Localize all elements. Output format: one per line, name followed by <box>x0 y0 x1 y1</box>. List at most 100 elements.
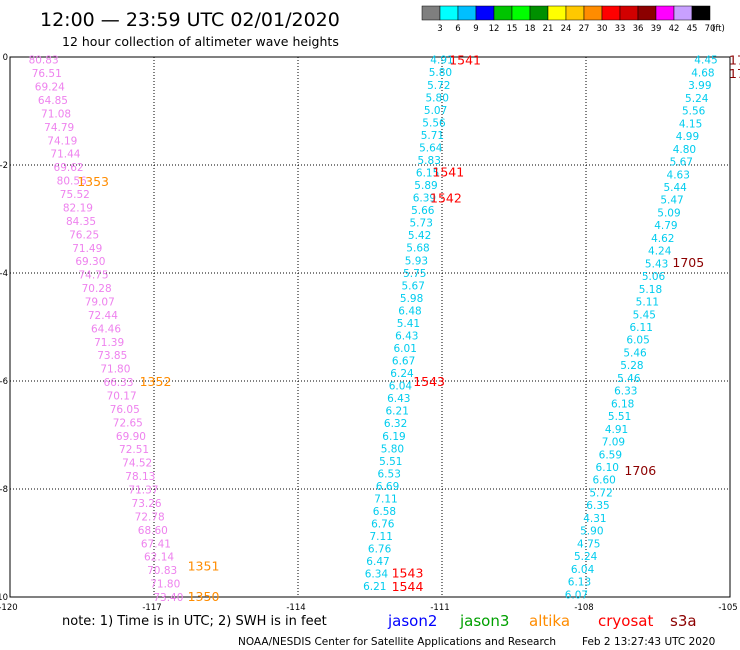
wave-height-value: 64.46 <box>91 323 121 335</box>
wave-height-value: 7.09 <box>602 437 625 449</box>
wave-height-value: 6.60 <box>592 475 615 487</box>
colorbar-tick-label: 12 <box>489 24 500 34</box>
wave-height-value: 70.17 <box>107 391 137 403</box>
y-tick-label: -10 <box>0 593 8 603</box>
wave-height-value: 7.11 <box>370 531 393 543</box>
colorbar-swatch <box>691 5 711 21</box>
wave-height-value: 6.05 <box>626 335 649 347</box>
colorbar-tick-label: 36 <box>633 24 644 34</box>
wave-height-value: 6.34 <box>365 569 389 581</box>
x-tick-label: -108 <box>574 603 593 613</box>
wave-height-value: 69.30 <box>75 256 105 268</box>
colorbar-swatch <box>637 5 657 21</box>
pass-number-label: 1352 <box>140 374 172 389</box>
colorbar-tick-label: 3 <box>437 24 442 34</box>
y-tick-label: -6 <box>0 377 8 387</box>
wave-height-value: 70.83 <box>147 565 177 577</box>
wave-height-value: 6.39 <box>413 193 436 205</box>
wave-height-value: 5.75 <box>403 268 426 280</box>
colorbar-tick-label: 42 <box>669 24 680 34</box>
colorbar-tick-label: 39 <box>651 24 662 34</box>
chart-title: 12:00 — 23:59 UTC 02/01/2020 <box>40 9 340 31</box>
wave-height-value: 5.71 <box>421 130 444 142</box>
wave-height-value: 4.45 <box>694 55 717 67</box>
wave-height-value: 4.68 <box>691 67 714 79</box>
credit-line: NOAA/NESDIS Center for Satellite Applica… <box>238 636 556 648</box>
pass-number-labels: 1541154115421543154315441353135213511350… <box>77 53 740 604</box>
pass-number-label: 1350 <box>188 589 220 604</box>
wave-height-value: 5.56 <box>682 106 706 118</box>
wave-height-value: 80.56 <box>57 176 87 188</box>
wave-height-value: 82.19 <box>63 202 93 214</box>
wave-height-value: 70.28 <box>82 283 112 295</box>
wave-height-value: 4.75 <box>577 538 600 550</box>
wave-height-value: 76.51 <box>32 68 62 80</box>
wave-height-value: 3.99 <box>688 80 711 92</box>
colorbar-swatch <box>439 5 459 21</box>
wave-height-value: 71.39 <box>94 337 124 349</box>
wave-height-value: 6.11 <box>630 322 653 334</box>
wave-height-value: 5.80 <box>426 92 449 104</box>
wave-height-value: 71.49 <box>72 243 102 255</box>
wave-height-value: 68.60 <box>138 525 168 537</box>
wave-height-value: 6.69 <box>376 481 399 493</box>
wave-height-value: 72.65 <box>113 417 143 429</box>
wave-height-value: 5.73 <box>410 218 433 230</box>
colorbar-swatch <box>565 5 585 21</box>
wave-height-value: 6.43 <box>395 330 418 342</box>
satellite-legend-entry: s3a <box>670 612 697 630</box>
wave-height-value: 64.85 <box>38 95 68 107</box>
wave-height-value: 62.14 <box>144 552 174 564</box>
wave-height-value: 66.33 <box>103 377 133 389</box>
wave-height-value: 4.24 <box>648 246 672 258</box>
satellite-legend-entry: jason3 <box>459 612 509 630</box>
wave-height-value: 71.37 <box>128 485 158 497</box>
wave-height-value: 4.31 <box>583 513 606 525</box>
pass-number-label: 1541 <box>449 53 481 68</box>
chart-subtitle: 12 hour collection of altimeter wave hei… <box>62 34 339 49</box>
pass-number-label: 1543 <box>392 566 424 581</box>
wave-height-value: 5.43 <box>645 258 668 270</box>
wave-height-value: 5.98 <box>400 293 423 305</box>
wave-height-value: 4.91 <box>605 424 628 436</box>
wave-height-value: 5.67 <box>402 280 425 292</box>
wave-height-value: 4.91 <box>430 55 453 67</box>
wave-height-value: 6.76 <box>371 519 395 531</box>
wave-height-value: 4.62 <box>651 233 674 245</box>
wave-height-value: 6.43 <box>387 393 410 405</box>
wave-height-value: 78.13 <box>125 471 155 483</box>
pass-number-label: 1543 <box>413 374 445 389</box>
wave-height-value: 71.08 <box>41 108 71 120</box>
plot-frame <box>9 56 731 598</box>
wave-height-value: 5.83 <box>418 155 441 167</box>
satellite-legend: jason2 jason3 altika cryosat s3a <box>387 612 697 630</box>
colorbar-tick-label: 21 <box>543 24 554 34</box>
wave-height-value: 76.05 <box>110 404 140 416</box>
wave-height-value: 6.04 <box>389 381 413 393</box>
wave-height-value: 6.21 <box>363 581 386 593</box>
wave-height-value: 5.64 <box>419 142 443 154</box>
y-tick-label: 0 <box>3 53 8 63</box>
wave-height-value: 5.24 <box>574 551 598 563</box>
colorbar-tick-label: 27 <box>579 24 590 34</box>
generated-timestamp: Feb 2 13:27:43 UTC 2020 <box>582 636 715 648</box>
wave-height-value: 6.13 <box>568 577 591 589</box>
colorbar-tick-label: 9 <box>473 24 478 34</box>
wave-height-value: 72.51 <box>119 444 149 456</box>
wave-height-value: 5.07 <box>424 105 447 117</box>
wave-height-value: 6.32 <box>384 418 407 430</box>
wave-height-value: 5.45 <box>633 309 656 321</box>
colorbar-tick-label: 70 <box>705 24 716 34</box>
wave-height-value: 6.59 <box>599 449 622 461</box>
wave-height-value: 5.47 <box>660 195 683 207</box>
wave-height-value: 5.51 <box>379 456 402 468</box>
wave-height-value: 5.24 <box>685 93 709 105</box>
colorbar-swatch <box>511 5 531 21</box>
colorbar-tick-label: 30 <box>597 24 608 34</box>
wave-height-value: 6.33 <box>614 386 637 398</box>
wave-height-value: 6.10 <box>596 462 619 474</box>
colorbar-swatch <box>457 5 477 21</box>
wave-height-value: 4.79 <box>654 220 677 232</box>
wave-height-value: 5.09 <box>657 207 680 219</box>
wave-height-value: 6.53 <box>378 468 401 480</box>
